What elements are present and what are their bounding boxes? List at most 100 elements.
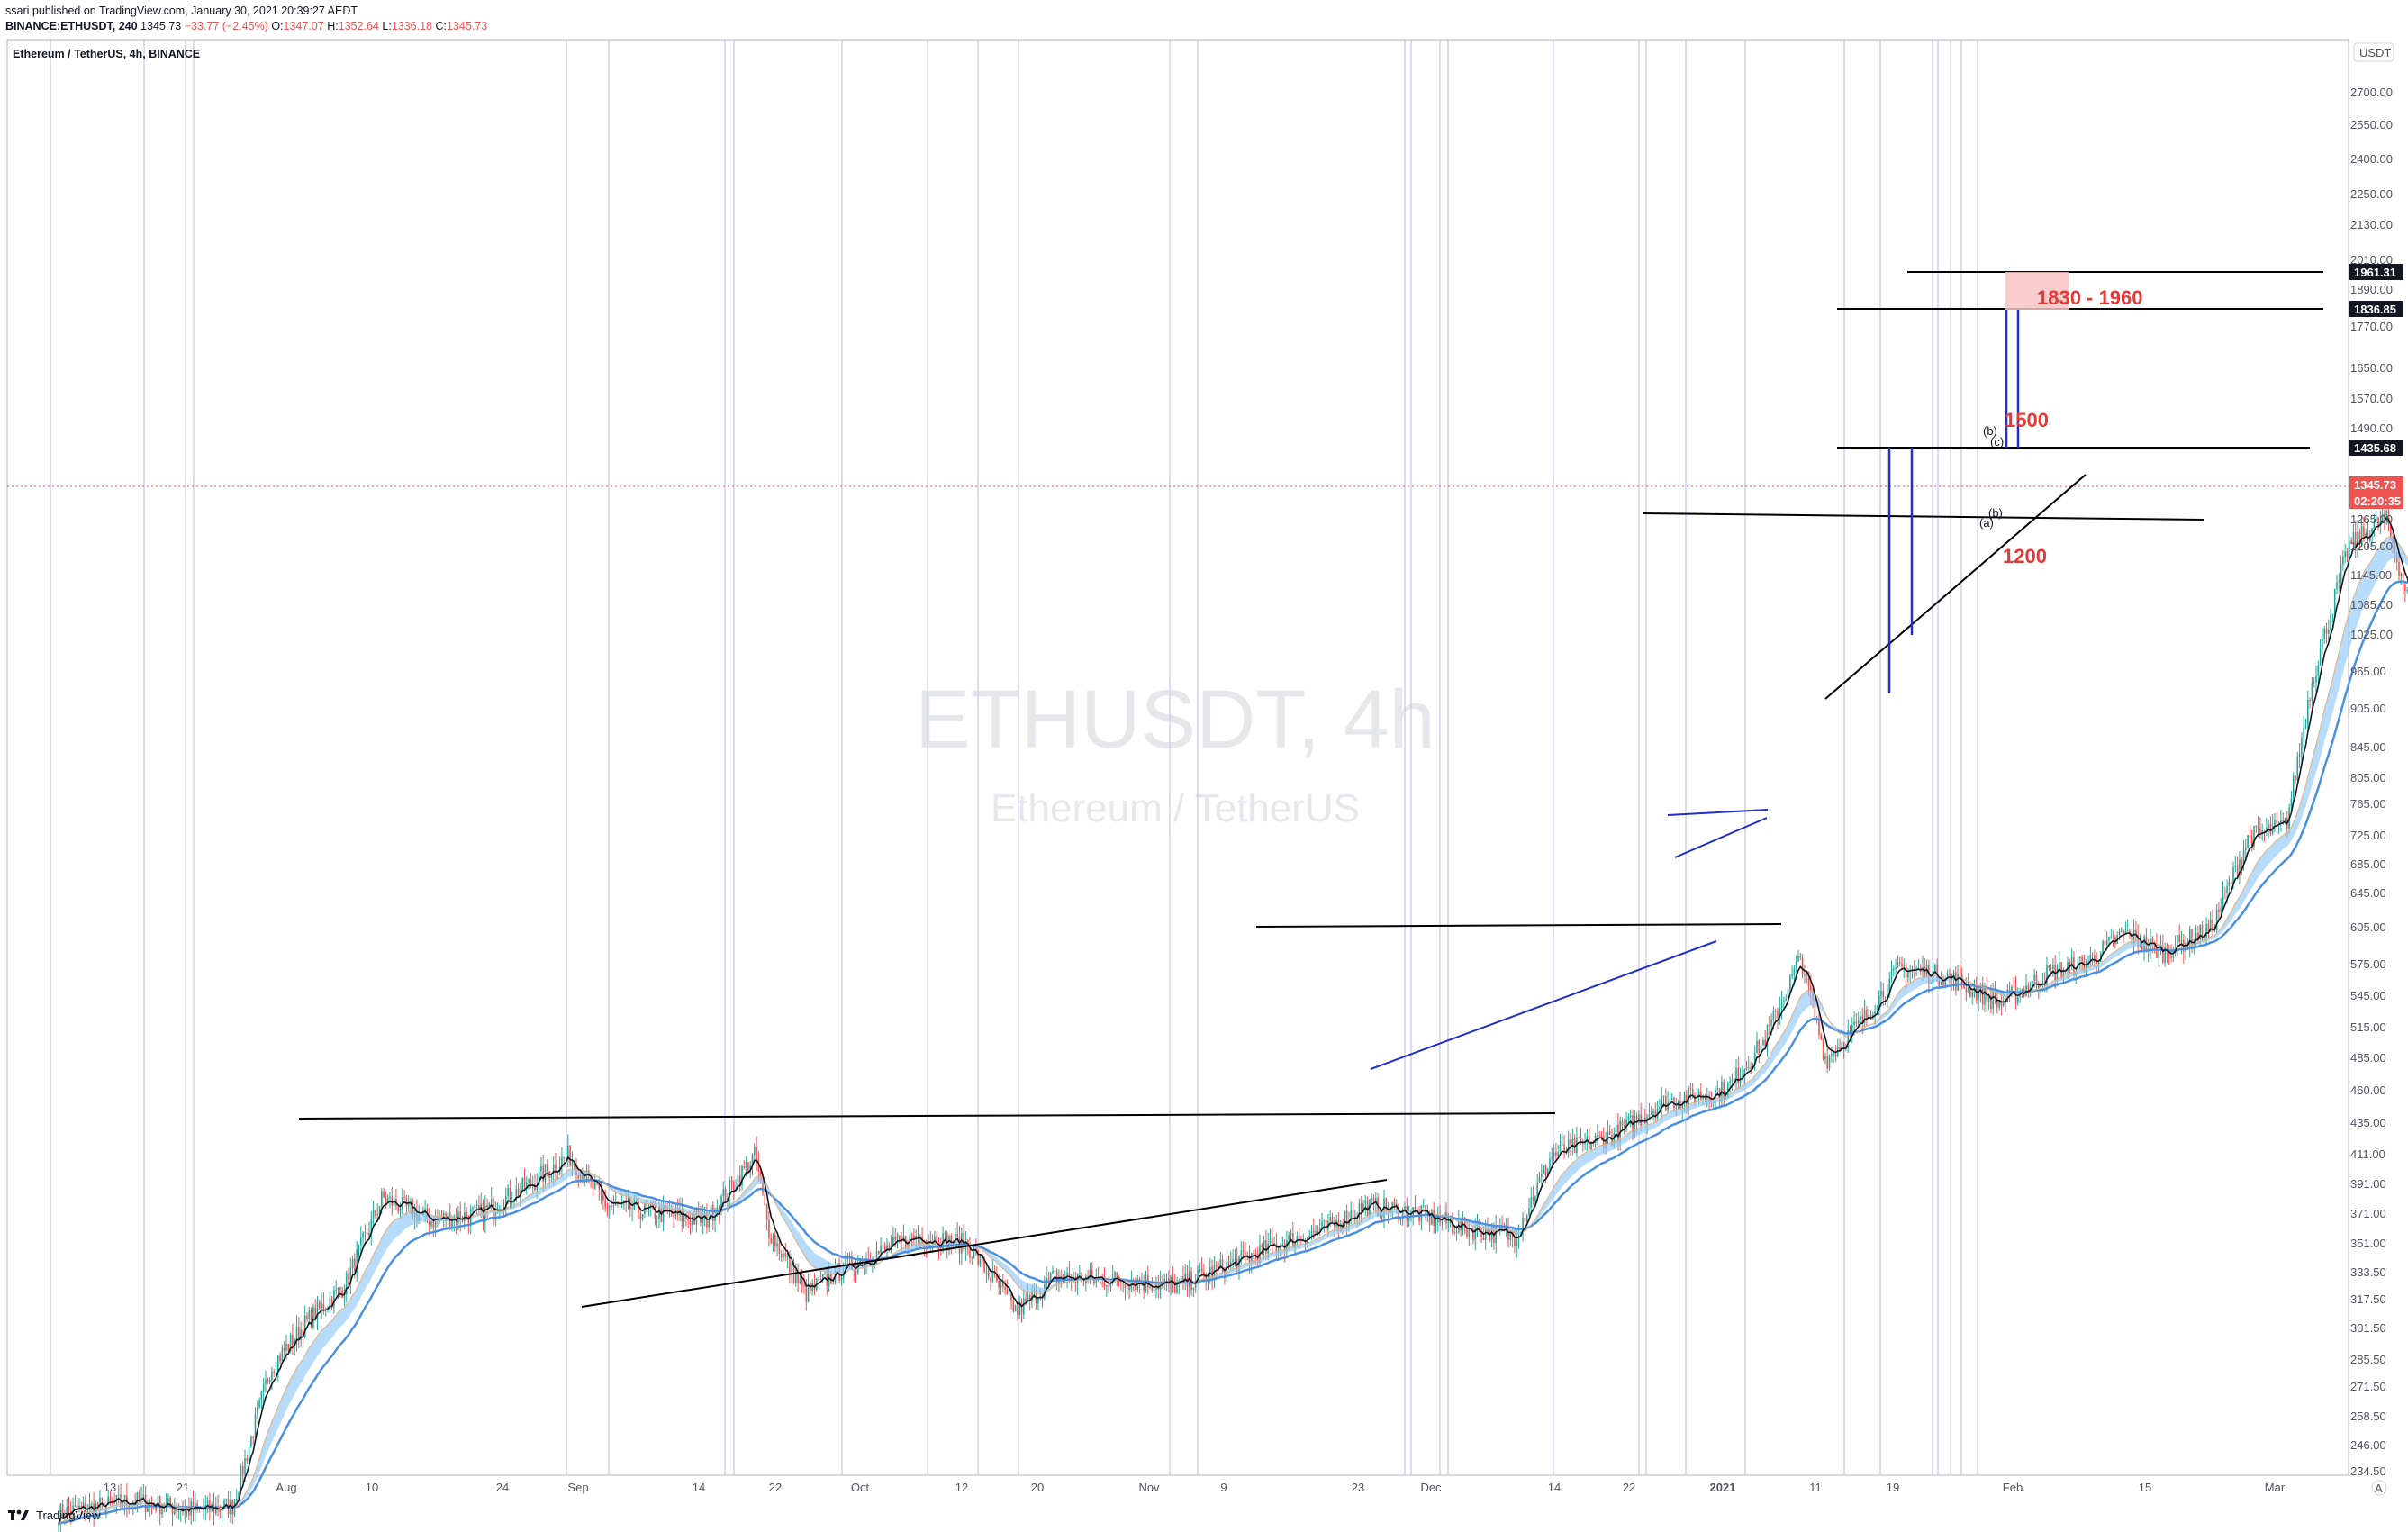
candle-body xyxy=(1414,1207,1417,1210)
candle-body xyxy=(1688,1087,1689,1105)
price-tick-label: 2550.00 xyxy=(2350,118,2393,131)
candle-body xyxy=(722,1189,725,1196)
candle-body xyxy=(1128,1287,1130,1291)
candle-body xyxy=(681,1209,683,1222)
candle-body xyxy=(478,1205,480,1210)
time-tick-label: Nov xyxy=(1138,1481,1160,1494)
candle-body xyxy=(1079,1272,1081,1274)
candle-body xyxy=(1018,1301,1020,1316)
candle-body xyxy=(1984,987,1986,1005)
candle-body xyxy=(430,1221,432,1227)
candle-body xyxy=(2367,532,2369,541)
footer: TradingView xyxy=(7,1508,101,1522)
candle-body xyxy=(2322,639,2323,650)
candle-body xyxy=(1265,1240,1267,1254)
candle-body xyxy=(1689,1087,1692,1090)
candle-body xyxy=(611,1205,612,1207)
candle-body xyxy=(2331,613,2334,615)
candle-body xyxy=(2406,590,2408,592)
candle-body xyxy=(2096,961,2097,964)
high-value: 1352.64 xyxy=(338,20,379,32)
candle-body xyxy=(819,1279,822,1281)
open-label: O: xyxy=(271,20,284,32)
candle-body xyxy=(1437,1216,1439,1223)
candle-body xyxy=(1888,978,1890,996)
candle-body xyxy=(1634,1116,1636,1132)
time-tick-label: Mar xyxy=(2265,1481,2286,1494)
candle-body xyxy=(1455,1231,1458,1233)
candle-body xyxy=(1750,1067,1752,1069)
candle-body xyxy=(391,1196,394,1206)
candle-body xyxy=(1743,1069,1745,1076)
candle-body xyxy=(1874,1011,1876,1015)
candle-body xyxy=(393,1198,395,1206)
candle-body xyxy=(2195,932,2197,943)
candle-body xyxy=(2104,940,2106,946)
candle-body xyxy=(1218,1266,1219,1268)
candle-body xyxy=(625,1200,627,1201)
candle-body xyxy=(2342,556,2344,566)
candle-body xyxy=(600,1189,602,1196)
time-tick-label: Sep xyxy=(567,1481,588,1494)
candle-body xyxy=(343,1293,346,1298)
candle-body xyxy=(267,1379,269,1382)
chart-symbol-label: Ethereum / TetherUS, 4h, BINANCE xyxy=(13,48,200,60)
candle-body xyxy=(1820,1035,1823,1040)
candle-body xyxy=(1580,1137,1582,1141)
candle-body xyxy=(275,1371,277,1373)
price-tick-label: 351.00 xyxy=(2350,1237,2386,1250)
candle-body xyxy=(1242,1250,1245,1253)
candle-body xyxy=(1008,1292,1010,1294)
candle-body xyxy=(2021,989,2023,992)
candle-body xyxy=(403,1197,405,1199)
candle-body xyxy=(592,1179,594,1189)
candle-body xyxy=(1516,1239,1517,1247)
time-axis[interactable]: 13 21 Aug 10 24 Sep 14 22 Oct 12 20 Nov 9 23 Dec 14 22 20… xyxy=(104,1481,2286,1494)
candle-body xyxy=(1833,1053,1834,1055)
candle-body xyxy=(855,1270,857,1273)
candle-body xyxy=(1176,1283,1178,1293)
candle-body xyxy=(577,1175,580,1179)
price-tick-label: 1085.00 xyxy=(2350,598,2393,612)
candle-body xyxy=(2311,682,2313,701)
candle-body xyxy=(1251,1253,1253,1263)
candle-body xyxy=(743,1165,746,1168)
candle-body xyxy=(95,1503,97,1518)
candle-body xyxy=(474,1205,476,1208)
candle-body xyxy=(1777,1011,1779,1018)
candle-body xyxy=(375,1210,376,1216)
candle-body xyxy=(329,1298,331,1309)
currency-button[interactable]: USDT xyxy=(2353,42,2394,62)
candle-body xyxy=(1149,1286,1151,1288)
candle-body xyxy=(1893,968,1895,971)
candle-body xyxy=(1567,1139,1570,1154)
auto-scale-button[interactable]: A xyxy=(2371,1480,2387,1496)
candle-body xyxy=(1594,1135,1597,1143)
candle-body xyxy=(215,1506,217,1514)
candle-body xyxy=(1489,1233,1491,1240)
symbol-name: BINANCE:ETHUSDT, 240 xyxy=(5,20,138,32)
candle-body xyxy=(666,1208,668,1212)
candle-body xyxy=(1615,1124,1617,1134)
candle-body xyxy=(1559,1144,1562,1152)
candle-body xyxy=(281,1347,284,1362)
candle-body xyxy=(2292,775,2295,799)
candle-body xyxy=(1662,1095,1665,1098)
candle-body xyxy=(1847,1029,1849,1048)
candle-body xyxy=(1963,984,1965,989)
price-tick-label: 1490.00 xyxy=(2350,422,2393,435)
price-tick-label: 1770.00 xyxy=(2350,320,2393,333)
candle-body xyxy=(2070,956,2073,965)
candle-body xyxy=(913,1235,915,1239)
candle-body xyxy=(2319,649,2322,666)
price-tick-label: 301.50 xyxy=(2350,1321,2386,1335)
price-axis[interactable]: 2700.00 2550.00 2400.00 2250.00 2130.00 2010.… xyxy=(2349,86,2403,1478)
candle-body xyxy=(432,1221,435,1228)
candle-body xyxy=(2381,513,2384,521)
candle-body xyxy=(955,1233,956,1245)
candle-body xyxy=(584,1182,585,1183)
time-tick-label: Oct xyxy=(851,1481,870,1494)
candle-body xyxy=(550,1174,553,1178)
